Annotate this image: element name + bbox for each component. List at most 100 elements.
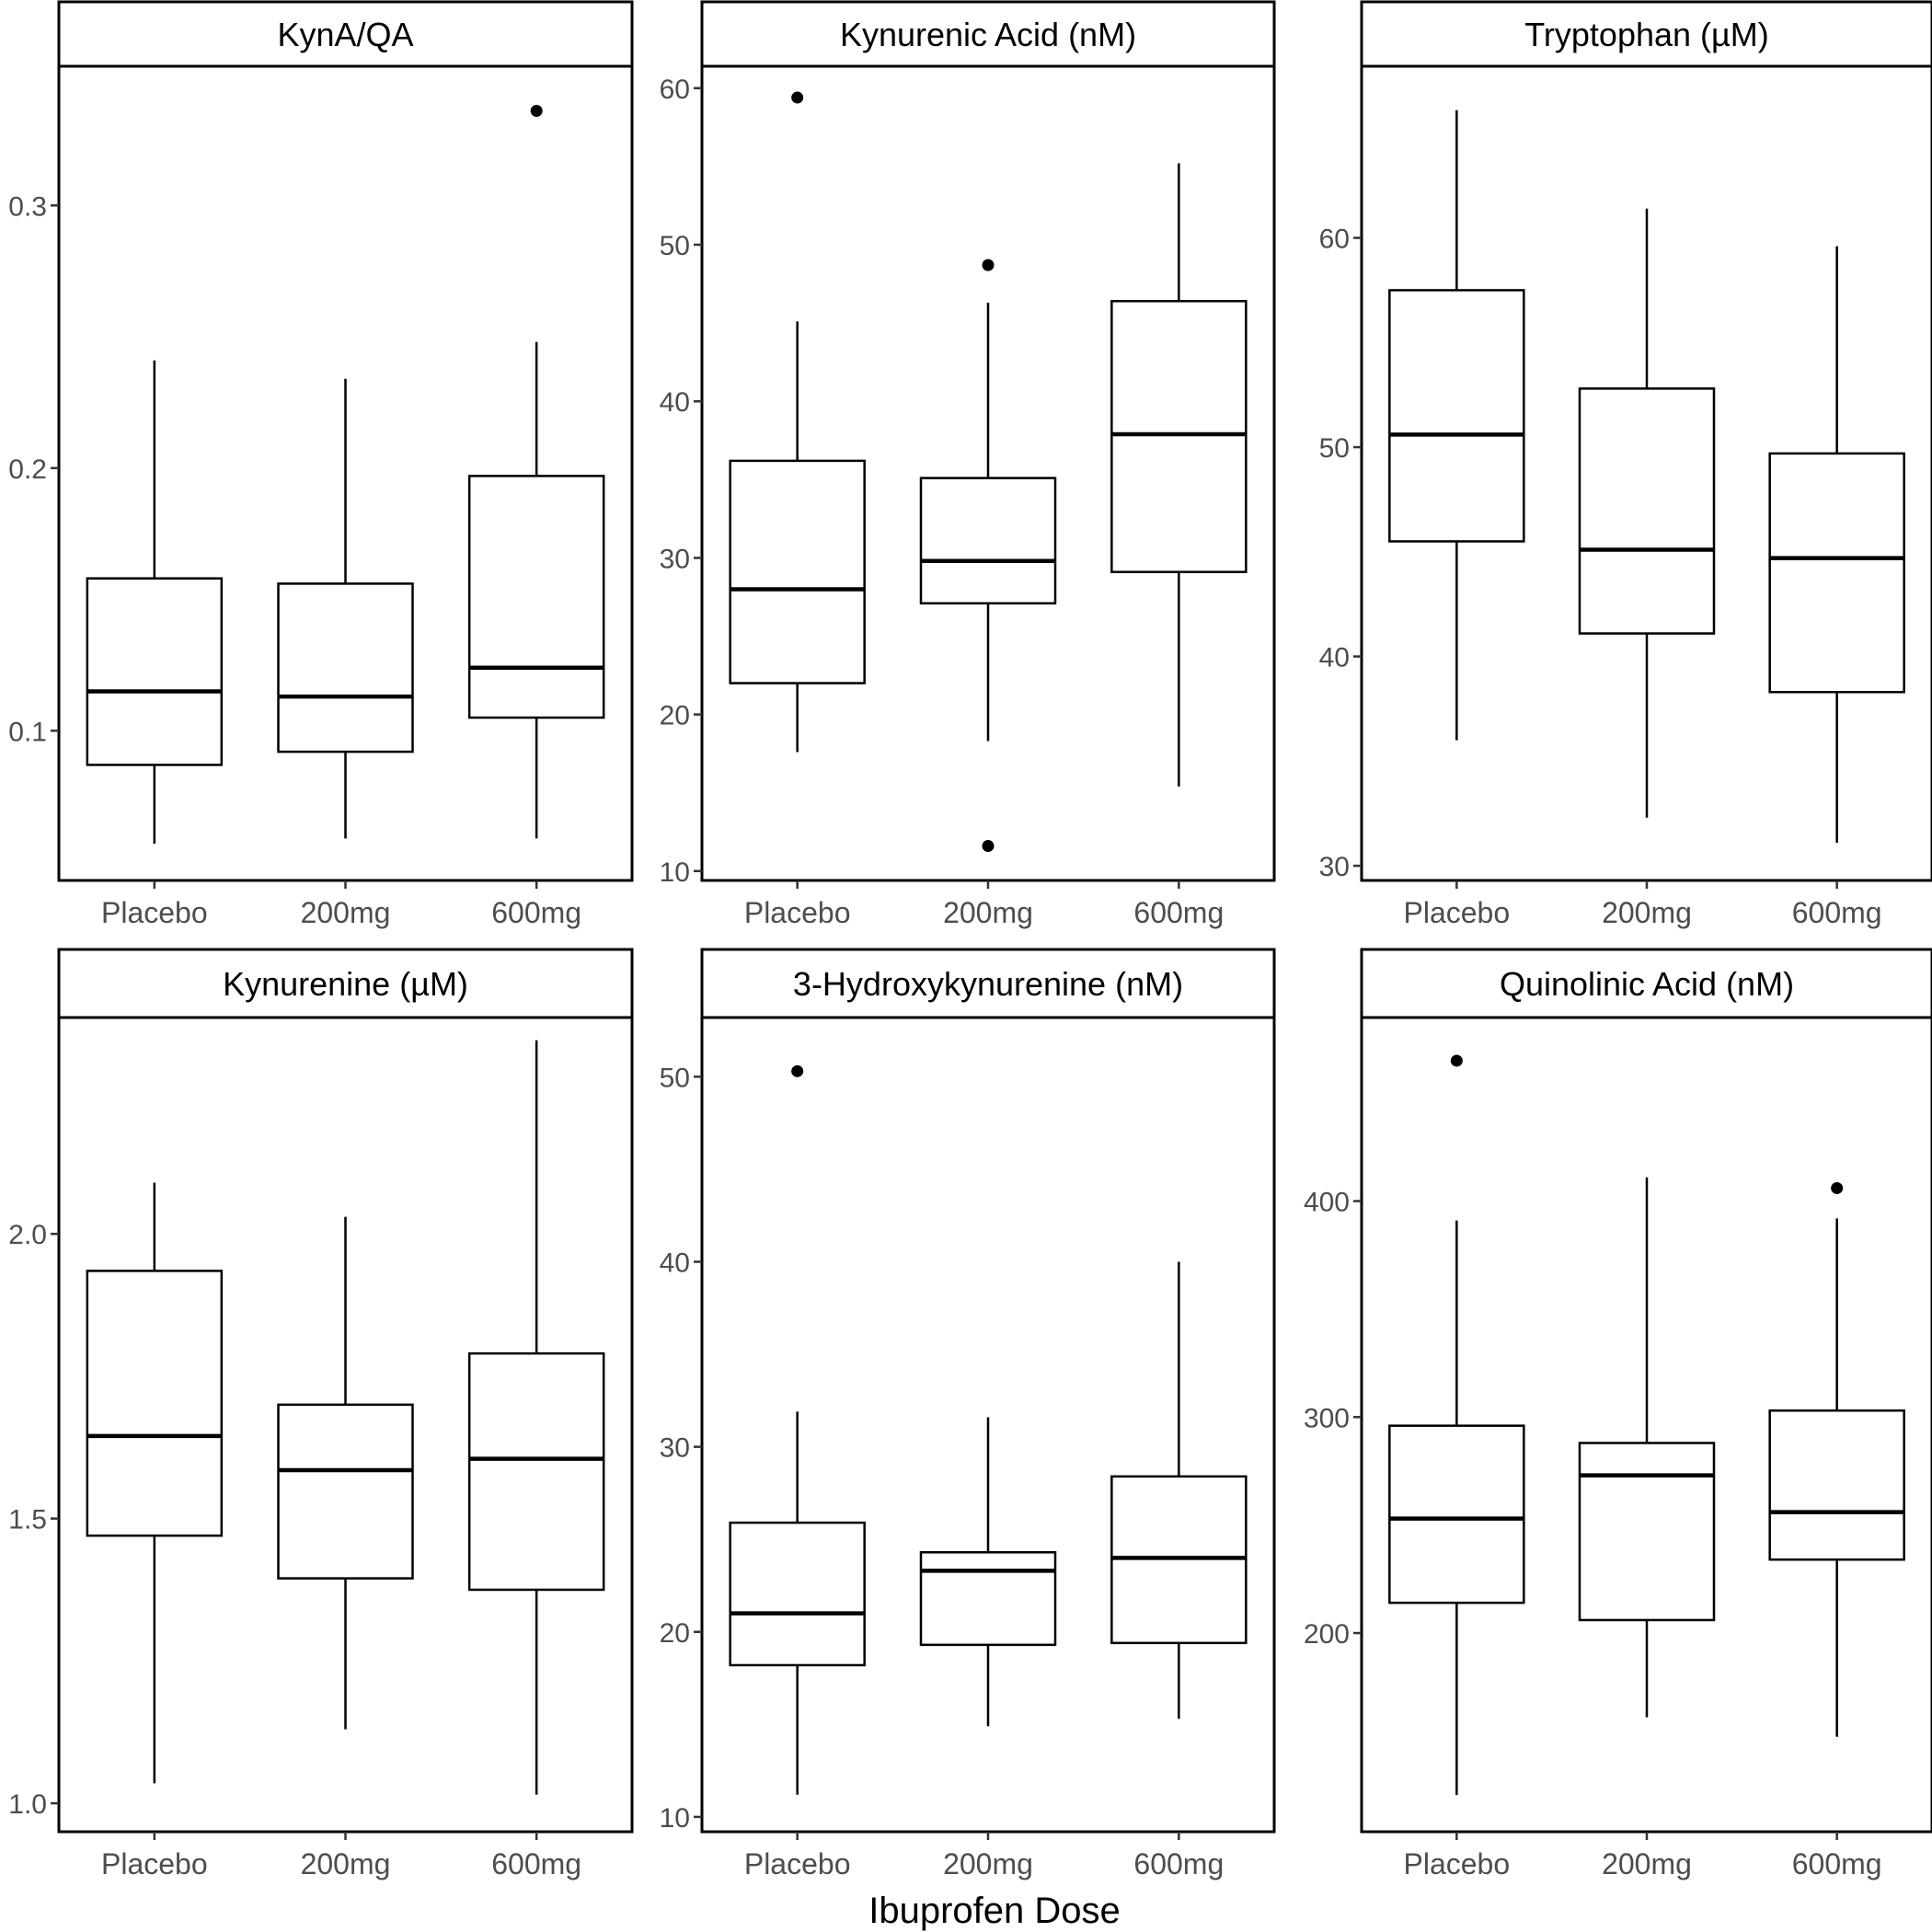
y-tick-label: 40 xyxy=(1319,643,1350,673)
box-iqr xyxy=(1388,1424,1525,1604)
outlier-point xyxy=(1831,1181,1844,1194)
box-placebo xyxy=(1388,109,1525,741)
panel-strip xyxy=(57,948,634,1019)
box-placebo xyxy=(729,91,866,753)
outlier-point xyxy=(791,91,804,104)
panel-2: Kynurenic Acid (nM) 10 20 30 40 50 60 Placebo 20… xyxy=(660,0,1276,929)
box-200mg xyxy=(919,1417,1057,1727)
panel-title: Quinolinic Acid (nM) xyxy=(1500,965,1794,1003)
x-tick-label: Placebo xyxy=(101,1847,208,1880)
x-tick-label: 600mg xyxy=(491,1847,581,1880)
x-tick-label: 600mg xyxy=(491,896,581,929)
y-tick-label: 10 xyxy=(660,1803,690,1834)
box-iqr xyxy=(1768,1409,1905,1561)
box-iqr xyxy=(1388,289,1525,543)
y-tick-label: 30 xyxy=(660,1433,690,1464)
box-placebo xyxy=(1388,1054,1525,1796)
y-tick-label: 1.5 xyxy=(8,1505,47,1535)
x-tick-label: Placebo xyxy=(1404,1847,1511,1880)
y-tick-label: 300 xyxy=(1304,1403,1350,1433)
y-tick-label: 0.3 xyxy=(8,191,47,222)
y-tick-label: 1.0 xyxy=(8,1789,47,1820)
y-tick-label: 20 xyxy=(660,701,690,731)
y-tick-label: 2.0 xyxy=(8,1220,47,1250)
y-tick-label: 40 xyxy=(660,387,690,418)
x-tick-label: 600mg xyxy=(1792,896,1882,929)
box-iqr xyxy=(86,1270,224,1537)
x-tick-label: 600mg xyxy=(1792,1847,1882,1880)
x-tick-label: 200mg xyxy=(1602,896,1692,929)
panel-title: KynA/QA xyxy=(277,16,413,53)
x-tick-label: 200mg xyxy=(943,896,1033,929)
panel-strip xyxy=(57,0,634,68)
box-200mg xyxy=(919,259,1057,853)
box-600mg xyxy=(467,105,605,839)
y-tick-label: 10 xyxy=(660,857,690,888)
box-600mg xyxy=(1110,163,1248,787)
box-600mg xyxy=(467,1040,605,1795)
x-tick-label: 200mg xyxy=(943,1847,1033,1880)
box-200mg xyxy=(277,1216,414,1730)
x-tick-label: 200mg xyxy=(301,1847,391,1880)
box-600mg xyxy=(1110,1261,1248,1719)
panel-title: Tryptophan (µM) xyxy=(1524,16,1768,53)
x-tick-label: 600mg xyxy=(1133,1847,1224,1880)
x-tick-label: 200mg xyxy=(1602,1847,1692,1880)
y-tick-label: 20 xyxy=(660,1618,690,1649)
y-tick-label: 30 xyxy=(660,544,690,574)
outlier-point xyxy=(1450,1054,1463,1067)
x-tick-label: 200mg xyxy=(301,896,391,929)
y-tick-label: 50 xyxy=(660,1063,690,1093)
box-iqr xyxy=(1768,452,1905,694)
outlier-point xyxy=(982,840,995,853)
box-200mg xyxy=(1578,1177,1716,1718)
box-iqr xyxy=(729,459,866,684)
x-tick-label: Placebo xyxy=(744,896,851,929)
box-iqr xyxy=(467,475,605,719)
box-iqr xyxy=(277,582,414,753)
outlier-point xyxy=(791,1064,804,1077)
box-placebo xyxy=(86,1182,224,1784)
box-iqr xyxy=(467,1351,605,1592)
panel-1: KynA/QA 0.1 0.2 0.3 Placebo 200mg 600mg xyxy=(8,0,634,929)
panel-6: Quinolinic Acid (nM) 200 300 400 Placebo 200m… xyxy=(1304,948,1932,1880)
x-tick-label: Placebo xyxy=(744,1847,851,1880)
panel-strip xyxy=(700,948,1276,1019)
box-placebo xyxy=(729,1064,866,1795)
box-600mg xyxy=(1768,246,1905,844)
box-iqr xyxy=(919,1551,1057,1647)
box-iqr xyxy=(919,477,1057,605)
outlier-point xyxy=(982,259,995,271)
box-200mg xyxy=(1578,208,1716,818)
panel-5: 3-Hydroxykynurenine (nM) 10 20 30 40 50 Placeb… xyxy=(660,948,1276,1880)
y-tick-label: 50 xyxy=(660,231,690,261)
y-tick-label: 40 xyxy=(660,1248,690,1279)
panel-title: 3-Hydroxykynurenine (nM) xyxy=(793,965,1183,1003)
box-iqr xyxy=(1110,300,1248,573)
y-tick-label: 200 xyxy=(1304,1619,1350,1650)
box-iqr xyxy=(729,1521,866,1667)
panel-strip xyxy=(1360,0,1932,68)
x-axis-label: Ibuprofen Dose xyxy=(868,1891,1121,1931)
box-iqr xyxy=(1578,387,1716,635)
outlier-point xyxy=(530,105,543,118)
box-iqr xyxy=(277,1403,414,1580)
x-tick-label: Placebo xyxy=(1404,896,1511,929)
y-tick-label: 0.2 xyxy=(8,454,47,485)
y-tick-label: 60 xyxy=(660,75,690,105)
y-tick-label: 0.1 xyxy=(8,717,47,747)
box-200mg xyxy=(277,378,414,839)
panel-strip xyxy=(1360,948,1932,1019)
y-tick-label: 50 xyxy=(1319,433,1350,464)
box-placebo xyxy=(86,360,224,845)
x-tick-label: Placebo xyxy=(101,896,208,929)
panel-4: Kynurenine (µM) 1.0 1.5 2.0 Placebo 200mg 600m… xyxy=(8,948,634,1880)
x-tick-label: 600mg xyxy=(1133,896,1224,929)
panel-3: Tryptophan (µM) 30 40 50 60 Placebo 200mg 600mg xyxy=(1319,0,1932,929)
panel-title: Kynurenic Acid (nM) xyxy=(840,16,1136,53)
panel-title: Kynurenine (µM) xyxy=(223,965,468,1003)
box-iqr xyxy=(86,577,224,766)
y-tick-label: 60 xyxy=(1319,224,1350,255)
panel-strip xyxy=(700,0,1276,68)
